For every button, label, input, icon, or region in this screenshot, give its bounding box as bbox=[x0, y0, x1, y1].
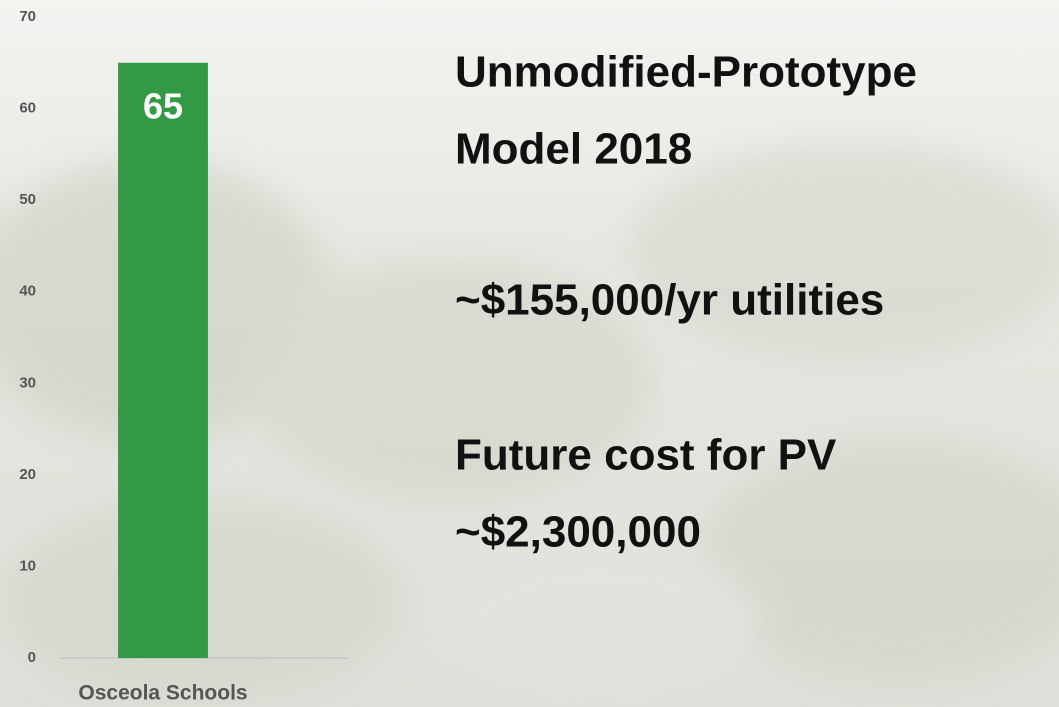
y-tick-label: 20 bbox=[19, 466, 36, 483]
x-tick-label: Osceola Schools bbox=[78, 682, 247, 705]
annotation: Future cost for PV bbox=[455, 431, 837, 480]
y-tick-label: 0 bbox=[28, 649, 36, 666]
annotation: ~$155,000/yr utilities bbox=[455, 276, 884, 325]
annotation: Unmodified-Prototype bbox=[455, 48, 917, 97]
y-tick-label: 50 bbox=[19, 191, 36, 208]
value-label: 65 bbox=[143, 85, 183, 126]
bar bbox=[118, 63, 208, 658]
y-tick-label: 70 bbox=[19, 8, 36, 25]
chart: 0 10 20 30 40 50 60 70 Osceola Schools 65 Unmodifi… bbox=[0, 0, 1059, 707]
y-tick-label: 60 bbox=[19, 100, 36, 117]
y-tick-label: 10 bbox=[19, 557, 36, 574]
y-tick-label: 30 bbox=[19, 374, 36, 391]
annotation: Model 2018 bbox=[455, 125, 692, 174]
y-tick-label: 40 bbox=[19, 283, 36, 300]
annotation: ~$2,300,000 bbox=[455, 508, 701, 557]
